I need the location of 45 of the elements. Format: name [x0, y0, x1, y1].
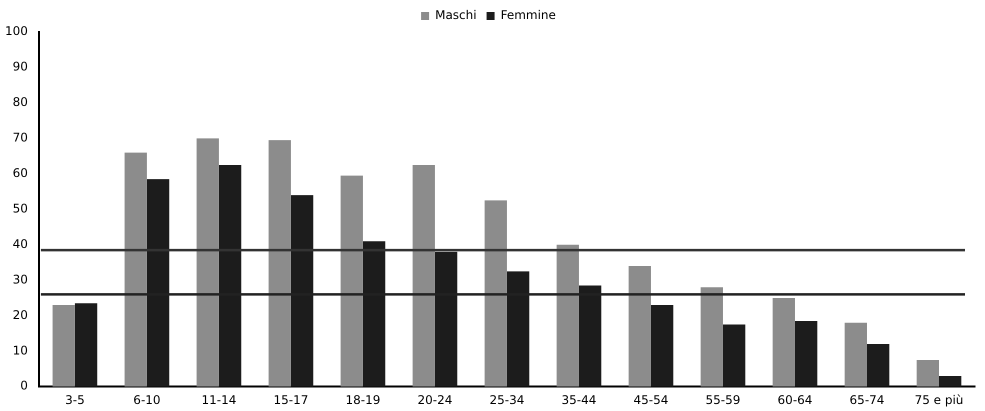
x-tick-label: 11-14: [201, 392, 236, 407]
bar: [866, 344, 890, 387]
y-tick-label: 70: [12, 130, 28, 145]
bar: [794, 321, 818, 387]
bar: [340, 176, 363, 387]
y-tick-label: 50: [12, 201, 28, 216]
x-tick-label: 75 e più: [914, 392, 964, 407]
bar: [412, 164, 435, 387]
x-tick-label: 25-34: [490, 392, 524, 407]
x-tick-label: 60-64: [778, 392, 812, 407]
legend-label: Maschi: [435, 8, 477, 22]
bar: [844, 322, 867, 387]
x-tick-label: 35-44: [562, 392, 596, 407]
y-tick-label: 30: [12, 272, 28, 286]
y-tick-label: 20: [12, 308, 28, 322]
y-tick-label: 0: [20, 378, 28, 393]
y-tick-label: 80: [12, 95, 28, 110]
x-tick-label: 45-54: [634, 392, 668, 407]
bar: [916, 360, 939, 387]
bar: [196, 138, 219, 387]
bar: [268, 140, 291, 387]
y-tick-label: 10: [12, 343, 28, 358]
x-tick-label: 65-74: [850, 392, 884, 407]
bar: [52, 305, 75, 387]
y-tick-label: 100: [5, 24, 28, 38]
bar: [556, 244, 579, 387]
x-tick-label: 15-17: [273, 392, 308, 407]
bar: [650, 305, 674, 387]
bar: [772, 298, 795, 387]
bar: [700, 287, 723, 387]
x-tick-label: 3-5: [65, 392, 85, 407]
bar: [938, 376, 962, 387]
bar: [124, 152, 147, 387]
bar: [722, 324, 746, 387]
x-tick-label: 20-24: [418, 392, 452, 407]
y-tick-label: 90: [12, 60, 28, 74]
legend-label: Femmine: [500, 8, 556, 22]
x-tick-label: 18-19: [346, 392, 380, 407]
x-tick-label: 6-10: [133, 392, 161, 407]
x-tick-label: 55-59: [706, 392, 740, 407]
bar: [484, 200, 507, 387]
bar: [74, 303, 98, 387]
bar: [628, 266, 651, 387]
y-tick-label: 60: [12, 166, 28, 180]
y-tick-label: 40: [12, 236, 28, 251]
